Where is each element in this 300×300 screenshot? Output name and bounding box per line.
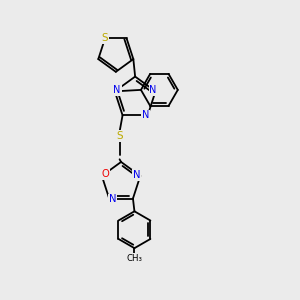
Text: CH₃: CH₃ (126, 254, 142, 262)
Text: S: S (102, 34, 108, 44)
Text: N: N (142, 110, 149, 120)
Text: S: S (116, 131, 123, 141)
Text: N: N (149, 85, 157, 95)
Text: O: O (101, 169, 109, 179)
Text: N: N (113, 85, 121, 95)
Text: N: N (133, 170, 140, 180)
Text: N: N (109, 194, 116, 204)
